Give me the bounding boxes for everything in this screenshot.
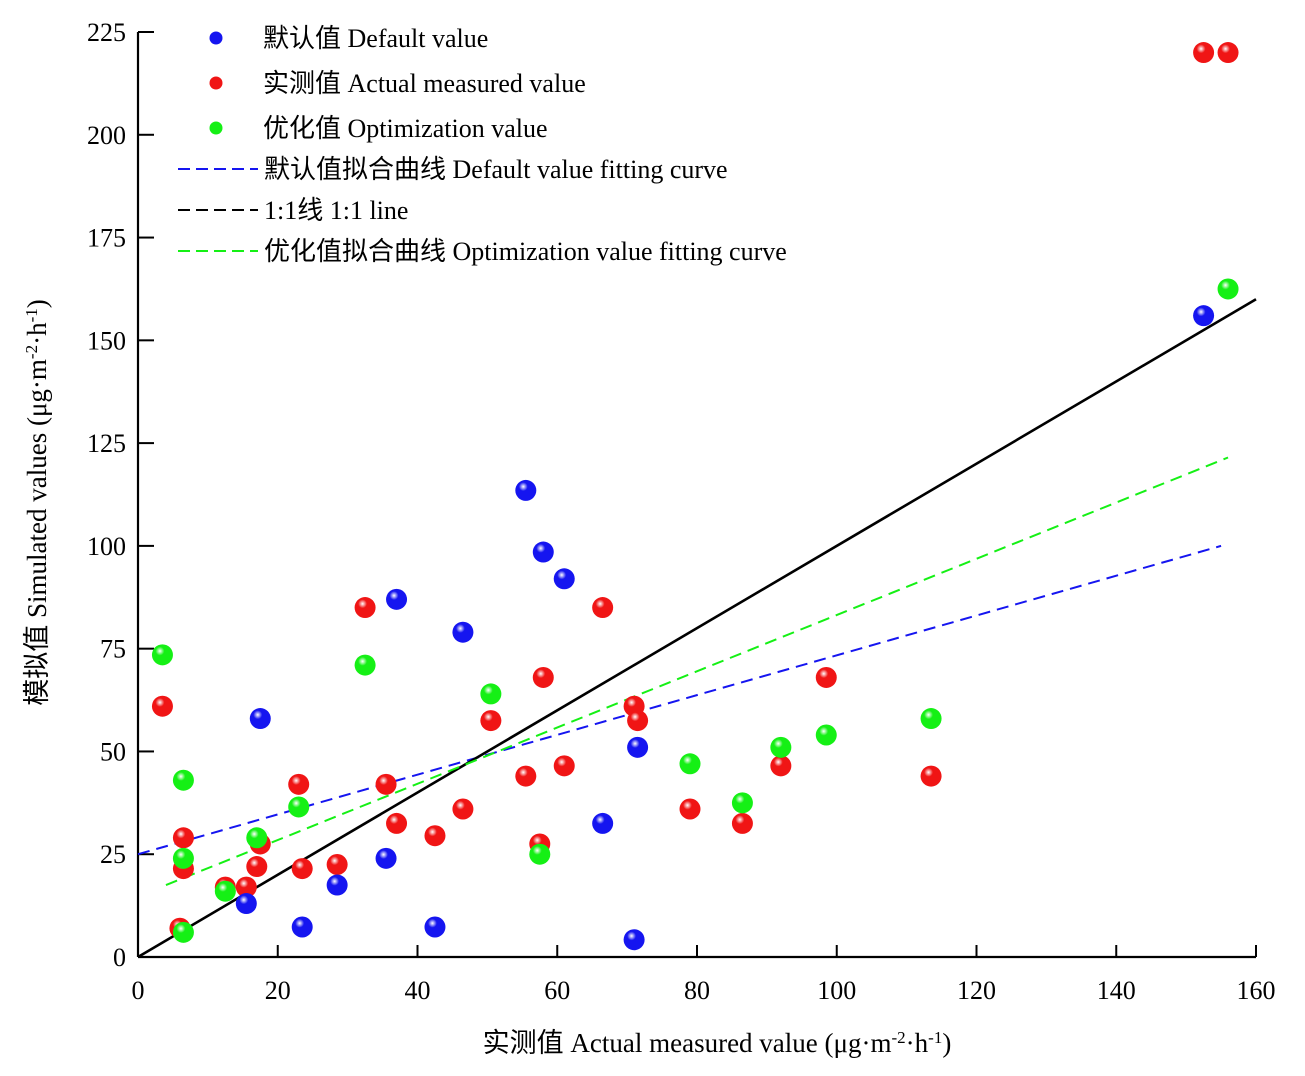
- data-point-series-0: [235, 893, 257, 915]
- data-point-series-1: [679, 798, 701, 820]
- data-point-series-0: [291, 916, 313, 938]
- y-axis-title: 模拟值 Simulated values (μg·m-2·h-1): [22, 299, 53, 706]
- data-point-series-2: [529, 843, 551, 865]
- legend-label-3: 默认值拟合曲线 Default value fitting curve: [264, 155, 728, 184]
- data-points: [151, 42, 1239, 951]
- data-point-series-2: [151, 644, 173, 666]
- x-tick-label: 0: [132, 976, 145, 1005]
- y-tick-label: 225: [87, 18, 126, 47]
- data-point-series-1: [770, 755, 792, 777]
- x-tick-label: 60: [544, 976, 570, 1005]
- data-point-series-1: [326, 854, 348, 875]
- data-point-series-1: [246, 856, 268, 878]
- y-tick-label: 175: [87, 224, 126, 253]
- data-point-series-0: [627, 736, 649, 758]
- legend-label-1: 实测值 Actual measured value: [263, 69, 586, 98]
- axes: 0 20 40 60 80 100 120 140 160 0 25 50 75 100 125 150 175…: [87, 18, 1276, 1005]
- fit-line-3: [137, 544, 1222, 856]
- x-tick-label: 80: [684, 976, 710, 1005]
- data-point-series-0: [424, 916, 446, 938]
- data-point-series-1: [452, 798, 474, 820]
- data-point-series-1: [920, 765, 942, 787]
- data-point-series-2: [1217, 278, 1239, 300]
- data-point-series-2: [731, 792, 753, 814]
- x-tick-label: 140: [1097, 976, 1136, 1005]
- y-tick-label: 25: [100, 840, 126, 869]
- legend-label-0: 默认值 Default value: [263, 24, 488, 53]
- data-point-series-1: [386, 812, 408, 834]
- data-point-series-0: [623, 929, 645, 951]
- fit-line-4: [137, 298, 1257, 959]
- data-point-series-1: [532, 666, 554, 688]
- data-point-series-1: [592, 597, 614, 619]
- y-tick-label: 0: [113, 943, 126, 972]
- data-point-series-2: [172, 921, 194, 943]
- data-point-series-1: [291, 858, 313, 880]
- y-tick-label: 200: [87, 121, 126, 150]
- legend-label-5: 优化值拟合曲线 Optimization value fitting curve: [264, 237, 787, 266]
- data-point-series-1: [515, 765, 537, 787]
- data-point-series-1: [1193, 42, 1215, 64]
- x-tick-label: 120: [957, 976, 996, 1005]
- x-axis-title: 实测值 Actual measured value (μg·m-2·h-1): [483, 1028, 952, 1059]
- data-point-series-0: [532, 541, 554, 563]
- data-point-series-1: [235, 876, 257, 898]
- legend-label-2: 优化值 Optimization value: [263, 114, 548, 143]
- data-point-series-0: [386, 588, 408, 610]
- fit-line-5: [165, 456, 1229, 886]
- x-tick-label: 20: [265, 976, 291, 1005]
- data-point-series-2: [770, 736, 792, 758]
- legend-marker-1: [209, 76, 223, 90]
- data-point-series-2: [288, 796, 310, 818]
- data-point-series-2: [172, 769, 194, 791]
- data-point-series-1: [1217, 42, 1239, 64]
- data-point-series-1: [480, 710, 502, 732]
- data-point-series-0: [326, 874, 348, 896]
- y-tick-label: 50: [100, 737, 126, 766]
- data-point-series-1: [731, 812, 753, 834]
- data-point-series-1: [424, 825, 446, 847]
- data-point-series-0: [592, 812, 614, 834]
- data-point-series-1: [288, 773, 310, 795]
- y-tick-label: 150: [87, 326, 126, 355]
- y-tick-label: 75: [100, 635, 126, 664]
- data-point-series-1: [354, 597, 376, 619]
- data-point-series-2: [480, 683, 502, 705]
- y-tick-label: 125: [87, 429, 126, 458]
- data-point-series-0: [375, 847, 397, 869]
- data-point-series-0: [452, 621, 474, 643]
- data-point-series-1: [815, 666, 837, 688]
- x-tick-label: 160: [1237, 976, 1276, 1005]
- data-point-series-2: [815, 724, 837, 746]
- legend: 默认值 Default value 实测值 Actual measured val…: [178, 24, 787, 266]
- data-point-series-2: [246, 827, 268, 849]
- data-point-series-2: [679, 753, 701, 775]
- data-point-series-1: [627, 710, 649, 732]
- data-point-series-2: [354, 654, 376, 676]
- x-tick-label: 40: [405, 976, 431, 1005]
- data-point-series-1: [151, 695, 173, 717]
- data-point-series-0: [249, 708, 271, 730]
- fit-lines: [137, 298, 1257, 959]
- data-point-series-2: [172, 847, 194, 869]
- x-tick-label: 100: [817, 976, 856, 1005]
- data-point-series-1: [172, 827, 194, 849]
- legend-label-4: 1:1线 1:1 line: [264, 196, 408, 225]
- data-point-series-1: [553, 755, 575, 777]
- data-point-series-2: [920, 708, 942, 730]
- legend-marker-0: [209, 31, 223, 45]
- data-point-series-0: [1193, 305, 1215, 327]
- data-point-series-1: [375, 773, 397, 795]
- data-point-series-0: [515, 479, 537, 501]
- legend-marker-2: [209, 121, 223, 135]
- data-point-series-0: [553, 568, 575, 590]
- data-point-series-2: [214, 880, 236, 902]
- y-tick-label: 100: [87, 532, 126, 561]
- axis-titles: 实测值 Actual measured value (μg·m-2·h-1) 模拟…: [22, 299, 952, 1058]
